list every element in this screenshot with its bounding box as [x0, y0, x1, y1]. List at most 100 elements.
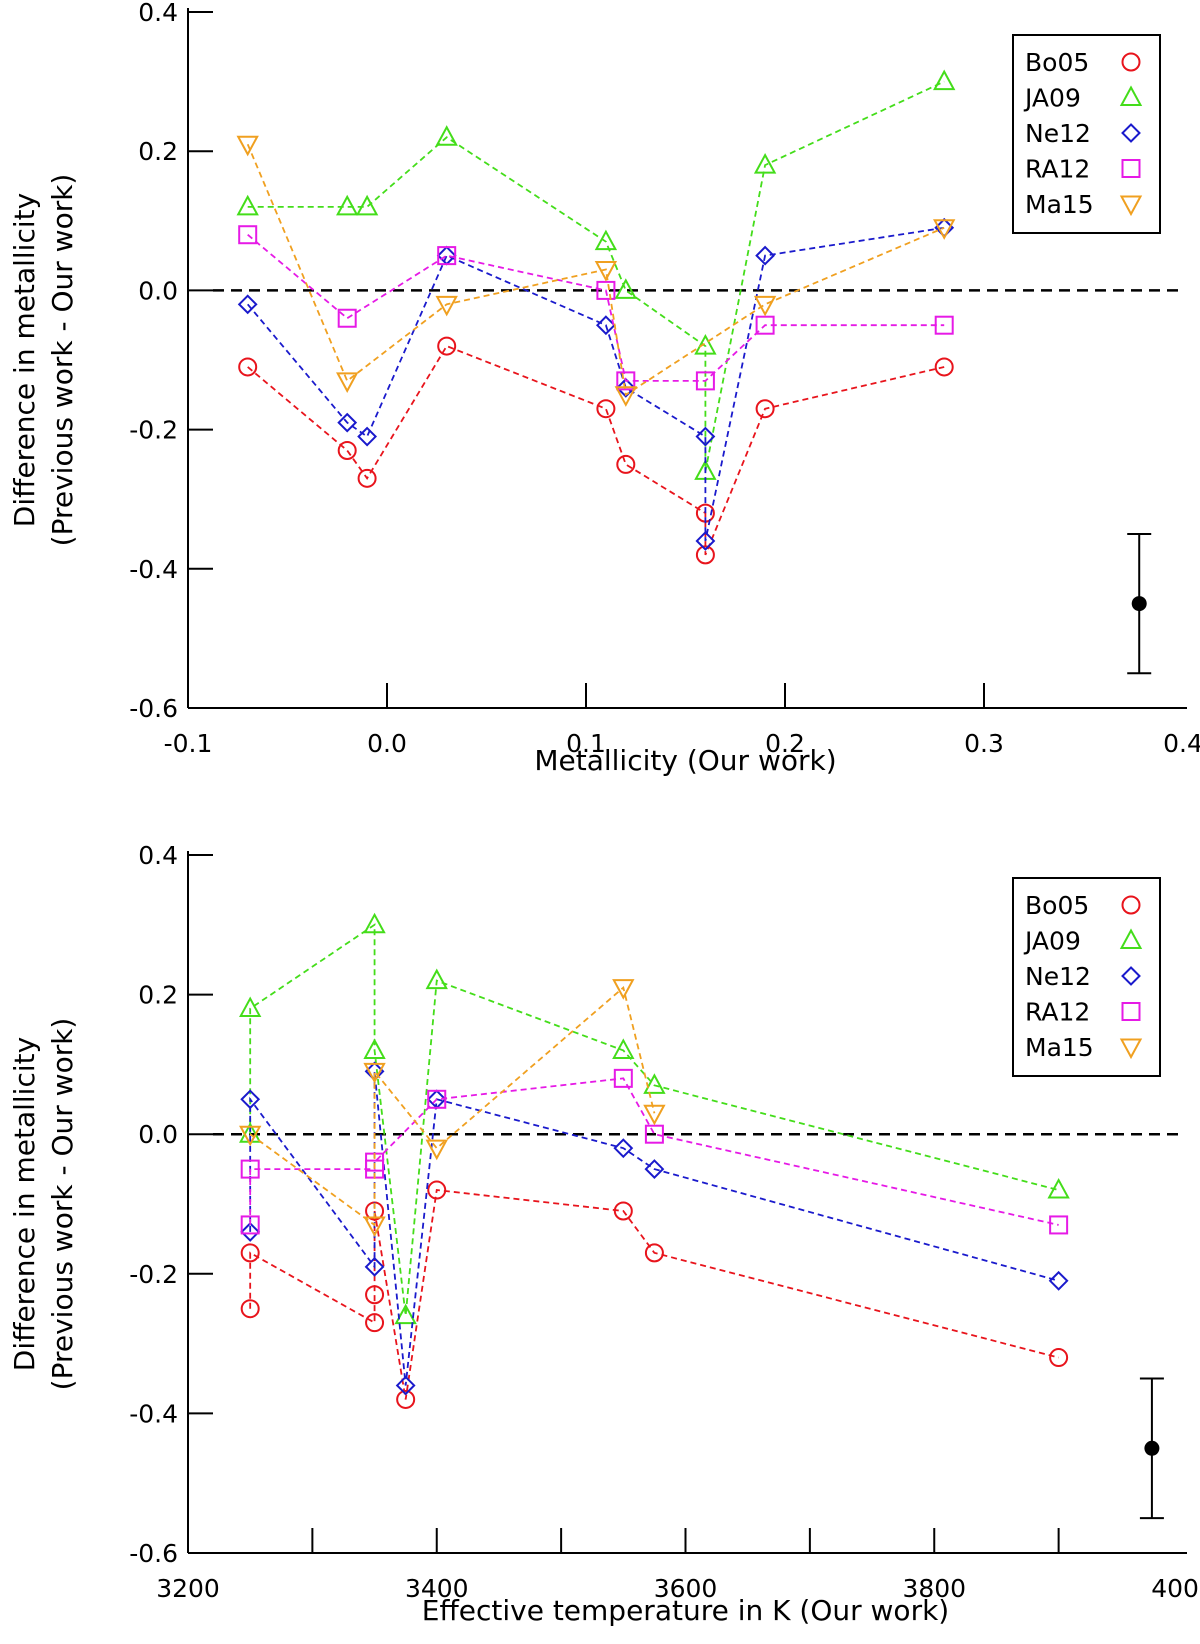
data-point-ne12 [615, 377, 636, 398]
data-point-ma15 [643, 1104, 666, 1126]
x-tick-label: 0.2 [765, 729, 805, 758]
data-point-ne12 [240, 1222, 261, 1242]
data-point-bo05 [755, 399, 775, 419]
series-ja09 [236, 69, 956, 480]
legend-label: RA12 [1025, 998, 1090, 1027]
x-tick-label: 4000 [1151, 1574, 1200, 1603]
legend-label: RA12 [1025, 155, 1090, 184]
data-point-ja09 [933, 69, 956, 91]
data-point-bo05 [427, 1180, 447, 1200]
legend-label: Ne12 [1025, 119, 1091, 148]
data-point-ra12 [695, 371, 715, 391]
y-tick-label: -0.6 [129, 1539, 178, 1568]
data-point-ma15 [612, 979, 635, 1000]
series-line-bo05 [247, 344, 945, 556]
data-point-ne12 [364, 1256, 385, 1277]
data-point-ja09 [612, 1038, 635, 1059]
error-bar [1127, 533, 1152, 675]
legend-marker-ne12 [1121, 123, 1141, 143]
data-point-ra12 [755, 315, 775, 335]
legend-label: Ne12 [1025, 962, 1091, 991]
legend-label: JA09 [1023, 927, 1081, 956]
y-axis-label-line1: Difference in metallicity [8, 1037, 41, 1371]
data-point-ne12 [237, 294, 258, 315]
data-point-ma15 [933, 219, 956, 240]
data-point-ma15 [594, 261, 618, 282]
data-point-ne12 [240, 1089, 261, 1110]
data-point-ja09 [394, 1303, 417, 1325]
data-point-ra12 [616, 371, 636, 391]
legend-label: Bo05 [1025, 891, 1089, 920]
data-point-ne12 [695, 531, 716, 551]
data-point-ja09 [435, 125, 458, 146]
data-point-bo05 [695, 545, 715, 565]
data-point-ja09 [239, 996, 262, 1018]
y-tick-label: 0.2 [138, 137, 178, 166]
data-point-ne12 [695, 426, 716, 447]
data-point-bo05 [1049, 1348, 1069, 1368]
data-point-bo05 [934, 357, 954, 377]
data-point-ja09 [694, 333, 717, 355]
data-point-ja09 [363, 1038, 386, 1059]
series-bo05 [240, 1180, 1069, 1409]
legend: Bo05 JA09 Ne12 RA12 Ma15 [1012, 877, 1161, 1077]
legend-marker-ra12 [1121, 159, 1141, 178]
x-tick-label: 3600 [654, 1574, 718, 1603]
data-point-bo05 [613, 1201, 633, 1221]
data-point-ra12 [238, 225, 258, 245]
data-point-ja09 [753, 153, 777, 174]
data-point-ma15 [236, 135, 259, 157]
x-axis-label: Effective temperature in K (Our work) [422, 1594, 949, 1627]
y-tick-label: -0.2 [129, 416, 178, 445]
legend-marker-ja09 [1119, 928, 1143, 949]
series-ma15 [236, 135, 956, 407]
series-line-ra12 [247, 234, 945, 382]
data-point-ma15 [753, 295, 777, 317]
data-point-ra12 [427, 1089, 447, 1109]
data-point-ra12 [337, 308, 357, 328]
y-tick-label: 0.4 [138, 0, 178, 27]
x-tick-label: 0.1 [566, 729, 606, 758]
data-point-bo05 [396, 1389, 416, 1409]
data-point-ma15 [363, 1062, 386, 1084]
x-tick-label: 3400 [405, 1574, 469, 1603]
data-point-ra12 [644, 1124, 664, 1144]
data-point-ja09 [643, 1073, 666, 1094]
series-line-ra12 [249, 1077, 1059, 1226]
series-line-ma15 [249, 985, 656, 1227]
legend-box [1012, 877, 1161, 1077]
data-point-ma15 [336, 372, 359, 393]
data-point-ja09 [355, 194, 379, 216]
error-bar-point [1131, 596, 1147, 612]
error-bar-point [1144, 1440, 1160, 1456]
legend-marker-ra12 [1121, 1002, 1141, 1021]
x-tick-label: 0.4 [1163, 729, 1200, 758]
x-tick-label: -0.1 [164, 729, 213, 758]
x-tick-label: 3800 [902, 1574, 966, 1603]
x-axis-label: Metallicity (Our work) [534, 744, 836, 777]
series-bo05 [238, 336, 954, 565]
y-tick-label: 0.0 [138, 276, 178, 305]
y-tick-label: 0.2 [138, 981, 178, 1010]
y-tick-label: 0.0 [138, 1120, 178, 1149]
data-point-bo05 [240, 1243, 260, 1263]
data-point-ma15 [614, 386, 637, 407]
legend: Bo05 JA09 Ne12 RA12 Ma15 [1012, 34, 1161, 234]
y-tick-label: -0.2 [129, 1260, 178, 1289]
series-ne12 [237, 217, 955, 551]
y-axis-label-line2: (Previous work - Our work) [46, 174, 79, 547]
data-point-bo05 [365, 1313, 385, 1333]
x-tick-label: 0.3 [964, 729, 1004, 758]
data-point-ne12 [395, 1375, 416, 1396]
data-point-ra12 [613, 1068, 633, 1088]
series-ma15 [239, 979, 666, 1238]
data-point-ra12 [240, 1215, 260, 1235]
legend-marker-bo05 [1121, 52, 1141, 72]
legend-marker-ne12 [1121, 966, 1141, 986]
series-line-ja09 [247, 80, 945, 472]
data-point-ma15 [435, 295, 458, 317]
legend-label: Bo05 [1025, 48, 1089, 77]
x-tick-label: 0.0 [367, 729, 407, 758]
legend-marker-ma15 [1119, 1038, 1143, 1060]
